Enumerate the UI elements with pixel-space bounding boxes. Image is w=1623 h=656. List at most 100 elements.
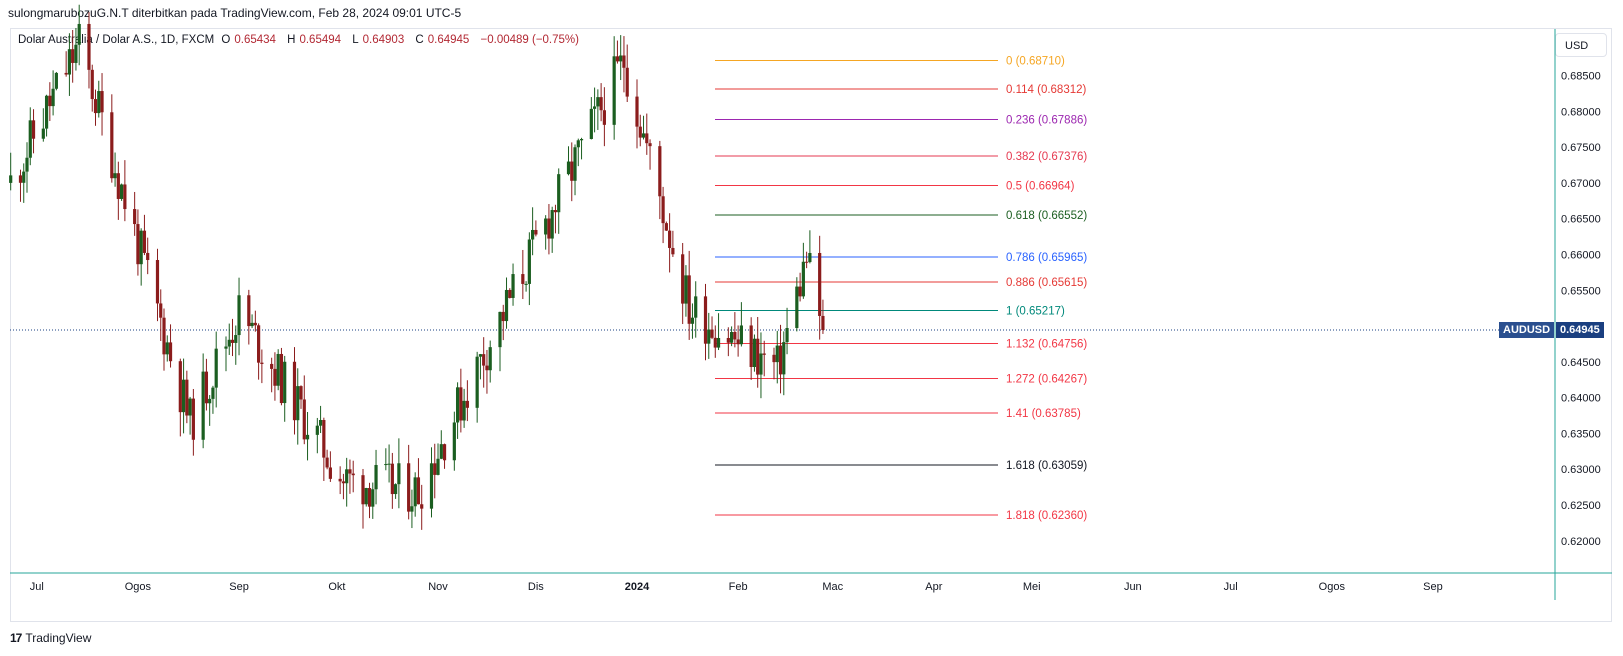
candle-body	[384, 464, 388, 466]
close-label: C	[415, 34, 424, 46]
candle-body	[110, 112, 114, 179]
candle-body	[641, 133, 646, 138]
x-tick-label: Dis	[528, 581, 544, 593]
x-tick-label: Apr	[925, 581, 942, 593]
candle-body	[18, 175, 23, 183]
close-value: 0.64945	[427, 34, 470, 46]
candle-body	[805, 261, 809, 263]
candle-body	[159, 303, 163, 318]
fib-level-label: 0.5 (0.66964)	[1006, 180, 1075, 192]
publisher-line: sulongmarubozuG.N.T diterbitkan pada Tra…	[8, 6, 462, 20]
candle-body	[374, 464, 378, 490]
brand-name[interactable]: TradingView	[25, 631, 92, 645]
last-price-tag: 0.64945	[1556, 321, 1604, 338]
candle-body	[625, 67, 629, 97]
candle-body	[596, 97, 600, 107]
candle-body	[44, 95, 49, 129]
candle-body	[681, 254, 685, 304]
candles	[9, 4, 825, 530]
candle-body	[146, 252, 150, 261]
candle-body	[801, 261, 805, 297]
fib-level-label: 0 (0.68710)	[1006, 55, 1065, 67]
candle-body	[668, 230, 672, 248]
candle-body	[713, 337, 717, 348]
candle-body	[247, 295, 251, 327]
candle-body	[534, 229, 538, 235]
x-tick-label: 2024	[625, 581, 650, 593]
y-tick-label: 0.67000	[1561, 178, 1601, 190]
fibonacci-extension: 0 (0.68710) 0.114 (0.68312) 0.236 (0.67886…	[715, 55, 1087, 522]
candle-body	[185, 379, 189, 416]
candle-body	[9, 175, 13, 183]
candle-body	[257, 325, 261, 363]
candle-body	[504, 289, 509, 322]
candle-body	[527, 239, 531, 284]
candle-body	[188, 398, 192, 416]
candle-body	[113, 173, 117, 179]
candle-body	[707, 329, 711, 344]
candle-body	[462, 400, 466, 421]
y-axis-ticks: 0.62000 0.62500 0.63000 0.63500 0.64000 0.645…	[1561, 71, 1601, 548]
candle-body	[703, 296, 708, 344]
low-value: 0.64903	[362, 34, 405, 46]
x-tick-label: Sep	[229, 581, 249, 593]
candle-body	[687, 275, 691, 324]
candle-body	[459, 387, 463, 421]
candle-body	[387, 463, 391, 465]
x-tick-label: Nov	[428, 581, 448, 593]
x-tick-label: Jul	[30, 581, 44, 593]
fib-level-label: 1 (0.65217)	[1006, 306, 1065, 318]
candle-body	[508, 289, 512, 298]
fib-level-label: 1.272 (0.64267)	[1006, 374, 1087, 386]
candle-body	[54, 72, 58, 89]
candle-body	[283, 361, 287, 404]
candle-body	[214, 348, 218, 388]
candle-body	[576, 140, 580, 148]
y-tick-label: 0.63000	[1561, 464, 1601, 476]
high-value: 0.65494	[299, 34, 342, 46]
footer: 17 TradingView	[10, 631, 91, 645]
change-value: −0.00489 (−0.75%)	[480, 34, 579, 46]
x-axis-ticks: Jul Ogos Sep Okt Nov Dis 2024 Feb Mac Apr Mei Jun Ju…	[30, 581, 1443, 593]
candle-body	[250, 322, 254, 327]
candle-body	[573, 147, 577, 181]
candle-body	[237, 295, 241, 336]
candle-body	[531, 229, 535, 240]
candle-body	[364, 488, 368, 505]
fib-level-label: 0.886 (0.65615)	[1006, 277, 1087, 289]
candle-body	[77, 23, 81, 45]
y-tick-label: 0.66500	[1561, 214, 1601, 226]
candle-body	[67, 49, 72, 75]
candle-body	[785, 327, 789, 343]
candle-body	[478, 354, 483, 357]
candle-body	[371, 489, 375, 507]
candle-body	[736, 339, 740, 345]
candle-body	[394, 484, 398, 495]
currency-button[interactable]: USD	[1555, 33, 1607, 57]
y-tick-label: 0.62500	[1561, 500, 1601, 512]
candle-body	[511, 274, 515, 298]
candle-body	[544, 218, 548, 235]
candle-body	[93, 99, 98, 114]
candle-body	[136, 224, 140, 265]
candle-body	[553, 210, 558, 213]
candle-body	[87, 23, 91, 70]
fib-level-label: 0.382 (0.67376)	[1006, 151, 1087, 163]
candle-body	[739, 325, 743, 345]
candle-body	[615, 56, 620, 62]
candle-body	[690, 317, 695, 324]
candle-body	[155, 260, 160, 304]
x-tick-label: Ogos	[125, 581, 152, 593]
candle-body	[123, 184, 127, 210]
low-label: L	[352, 34, 359, 46]
symbol-name[interactable]: Dolar Australia / Dolar A.S., 1D, FXCM	[18, 34, 215, 46]
candle-body	[726, 337, 730, 343]
candle-body	[133, 209, 137, 225]
candle-body	[318, 420, 323, 426]
candle-body	[782, 342, 786, 375]
candle-body	[296, 386, 300, 421]
candle-body	[328, 467, 332, 479]
candle-body	[465, 400, 469, 408]
candle-body	[798, 286, 802, 297]
